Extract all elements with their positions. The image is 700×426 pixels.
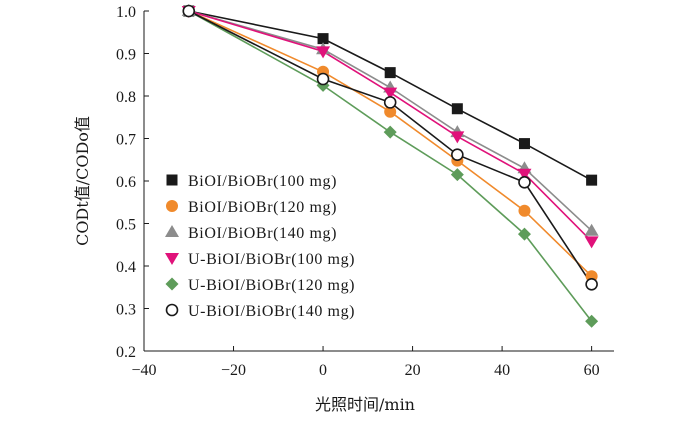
legend-marker-5	[165, 277, 179, 291]
data-point-series-6	[518, 175, 531, 189]
x-axis-title: 光照时间/min	[315, 395, 415, 414]
data-point-series-1	[384, 67, 396, 79]
legend-label-3: BiOI/BiOBr(140 mg)	[188, 225, 337, 242]
legend: BiOI/BiOBr(100 mg) BiOI/BiOBr(120 mg) BiOI…	[165, 173, 355, 320]
data-point-series-5	[383, 125, 397, 139]
data-point-series-6	[383, 96, 397, 109]
legend-marker-6	[165, 303, 179, 317]
series-line-4	[188, 10, 593, 242]
series-markers	[181, 4, 599, 328]
legend-marker-4	[165, 253, 179, 265]
series-line-2	[188, 10, 593, 277]
legend-label-2: BiOI/BiOBr(120 mg)	[188, 199, 337, 216]
data-point-series-5	[517, 227, 531, 241]
y-tick-label: 0.7	[116, 132, 136, 149]
data-point-series-2	[384, 105, 397, 118]
data-point-series-5	[450, 168, 464, 182]
y-tick-label: 0.8	[116, 89, 136, 106]
data-point-series-2	[518, 204, 531, 217]
y-tick-label: 0.5	[116, 217, 136, 234]
legend-marker-2	[166, 200, 178, 212]
y-tick-label: 0.2	[116, 344, 136, 361]
data-point-series-4	[584, 236, 599, 249]
y-tick-label: 0.3	[116, 302, 136, 319]
data-point-series-1	[451, 103, 463, 115]
x-tick-label: 0	[319, 362, 327, 379]
legend-label-1: BiOI/BiOBr(100 mg)	[188, 173, 337, 190]
legend-marker-3	[165, 225, 179, 237]
legend-label-4: U-BiOI/BiOBr(100 mg)	[188, 251, 355, 268]
series-line-5	[188, 10, 593, 322]
data-point-series-4	[316, 46, 331, 59]
x-tick-label: −40	[131, 362, 156, 379]
data-point-series-1	[317, 33, 329, 45]
data-point-series-6	[182, 4, 196, 18]
y-tick-label: 1.0	[116, 4, 136, 21]
data-point-series-6	[585, 277, 598, 291]
x-tick-label: 40	[494, 362, 510, 379]
legend-label-6: U-BiOI/BiOBr(140 mg)	[188, 303, 355, 320]
legend-marker-1	[166, 174, 178, 186]
ticks: −40 −20 0 20 40 60 0.2 0.3 0.4 0.5 0.6 0.7 0.8 0.9 1.0	[116, 4, 600, 379]
data-point-series-1	[518, 138, 530, 150]
data-point-series-5	[585, 314, 599, 328]
x-tick-label: 60	[584, 362, 600, 379]
data-point-series-4	[517, 168, 532, 181]
series-line-3	[188, 10, 593, 232]
data-point-series-6	[316, 72, 330, 86]
data-point-series-4	[450, 131, 465, 144]
series-line-1	[188, 10, 592, 181]
data-point-series-1	[586, 174, 598, 186]
series-line-6	[188, 10, 593, 285]
y-axis-title: CODt值/CODo值	[73, 116, 92, 246]
series-lines	[188, 10, 593, 322]
y-tick-label: 0.9	[116, 47, 136, 64]
x-tick-label: 20	[405, 362, 421, 379]
data-point-series-6	[451, 148, 464, 161]
legend-label-5: U-BiOI/BiOBr(120 mg)	[188, 277, 355, 294]
x-tick-label: −20	[221, 362, 246, 379]
y-tick-label: 0.6	[116, 174, 136, 191]
data-point-series-3	[584, 223, 599, 236]
data-point-series-4	[383, 87, 398, 100]
y-tick-label: 0.4	[116, 259, 136, 276]
